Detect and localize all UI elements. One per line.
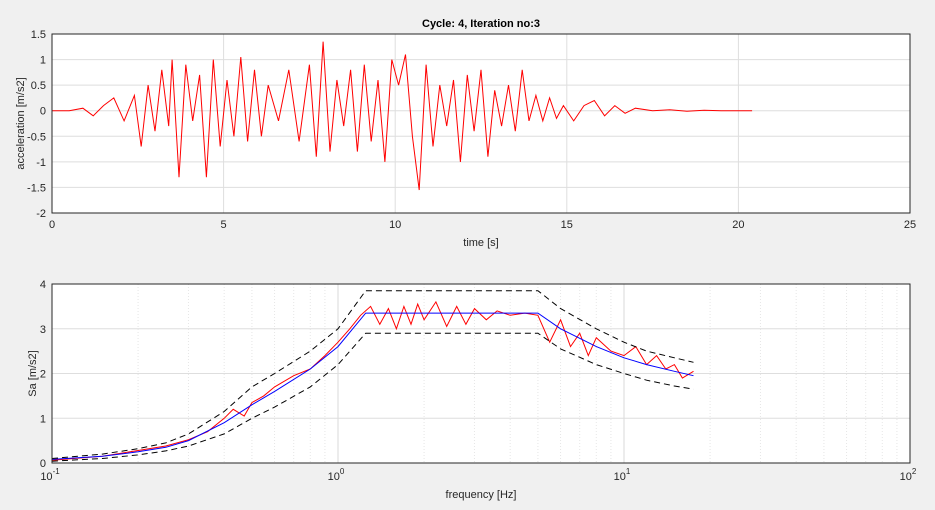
y-tick-label: 4 — [40, 279, 46, 291]
x-tick-label: 101 — [614, 467, 631, 483]
y-tick-label: 1.5 — [31, 29, 46, 41]
series-line-3 — [51, 332, 694, 462]
y-tick-label: -1.5 — [27, 182, 46, 194]
y-axis-label: acceleration [m/s2] — [15, 77, 27, 169]
y-tick-label: 0 — [40, 106, 46, 118]
y-tick-label: -1 — [36, 157, 46, 169]
y-tick-label: 1 — [40, 55, 46, 67]
series-line-0 — [52, 41, 753, 191]
x-tick-label: 25 — [904, 219, 916, 231]
x-tick-exponent: 1 — [626, 467, 631, 476]
y-tick-label: -2 — [36, 208, 46, 220]
y-tick-label: 2 — [40, 369, 46, 381]
x-tick-exponent: -1 — [53, 467, 61, 476]
tick-labels: 1 0 -1 100 101 102 0 1 2 3 4 — [40, 279, 917, 483]
x-tick-label: 0 — [49, 219, 55, 231]
x-tick-label: 10 — [389, 219, 401, 231]
plot-area — [52, 34, 910, 213]
series-line-1 — [51, 312, 694, 460]
series-group — [51, 290, 694, 462]
series-group — [52, 41, 753, 191]
y-tick-label: 0 — [40, 458, 46, 470]
top-acceleration-plot: 0 5 10 15 20 25 -2 -1.5 -1 -0.5 0 0.5 1 1.5 Cycle: 4,… — [15, 18, 916, 249]
x-tick-label: 100 — [328, 467, 345, 483]
tick-labels: 0 5 10 15 20 25 -2 -1.5 -1 -0.5 0 0.5 1 1.5 — [27, 29, 916, 231]
x-tick-exponent: 0 — [340, 467, 345, 476]
y-tick-label: -0.5 — [27, 131, 46, 143]
axes-box — [51, 283, 911, 464]
x-tick-exponent: 2 — [912, 467, 917, 476]
x-tick-label: 102 — [900, 467, 917, 483]
series-line-2 — [51, 290, 694, 459]
y-tick-label: 3 — [40, 324, 46, 336]
x-axis-label: time [s] — [463, 237, 498, 249]
x-axis-label: frequency [Hz] — [446, 489, 517, 501]
y-tick-label: 0.5 — [31, 80, 46, 92]
series-line-0 — [51, 300, 694, 461]
y-axis-label: Sa [m/s2] — [27, 350, 39, 396]
x-tick-label: 15 — [561, 219, 573, 231]
x-tick-label: 20 — [732, 219, 744, 231]
bottom-spectrum-plot: 1 0 -1 100 101 102 0 1 2 3 4 frequency [Hz] Sa [m/… — [27, 279, 917, 501]
y-tick-label: 1 — [40, 413, 46, 425]
x-tick-label: 5 — [221, 219, 227, 231]
axes-box — [51, 33, 911, 214]
chart-title: Cycle: 4, Iteration no:3 — [422, 18, 540, 30]
